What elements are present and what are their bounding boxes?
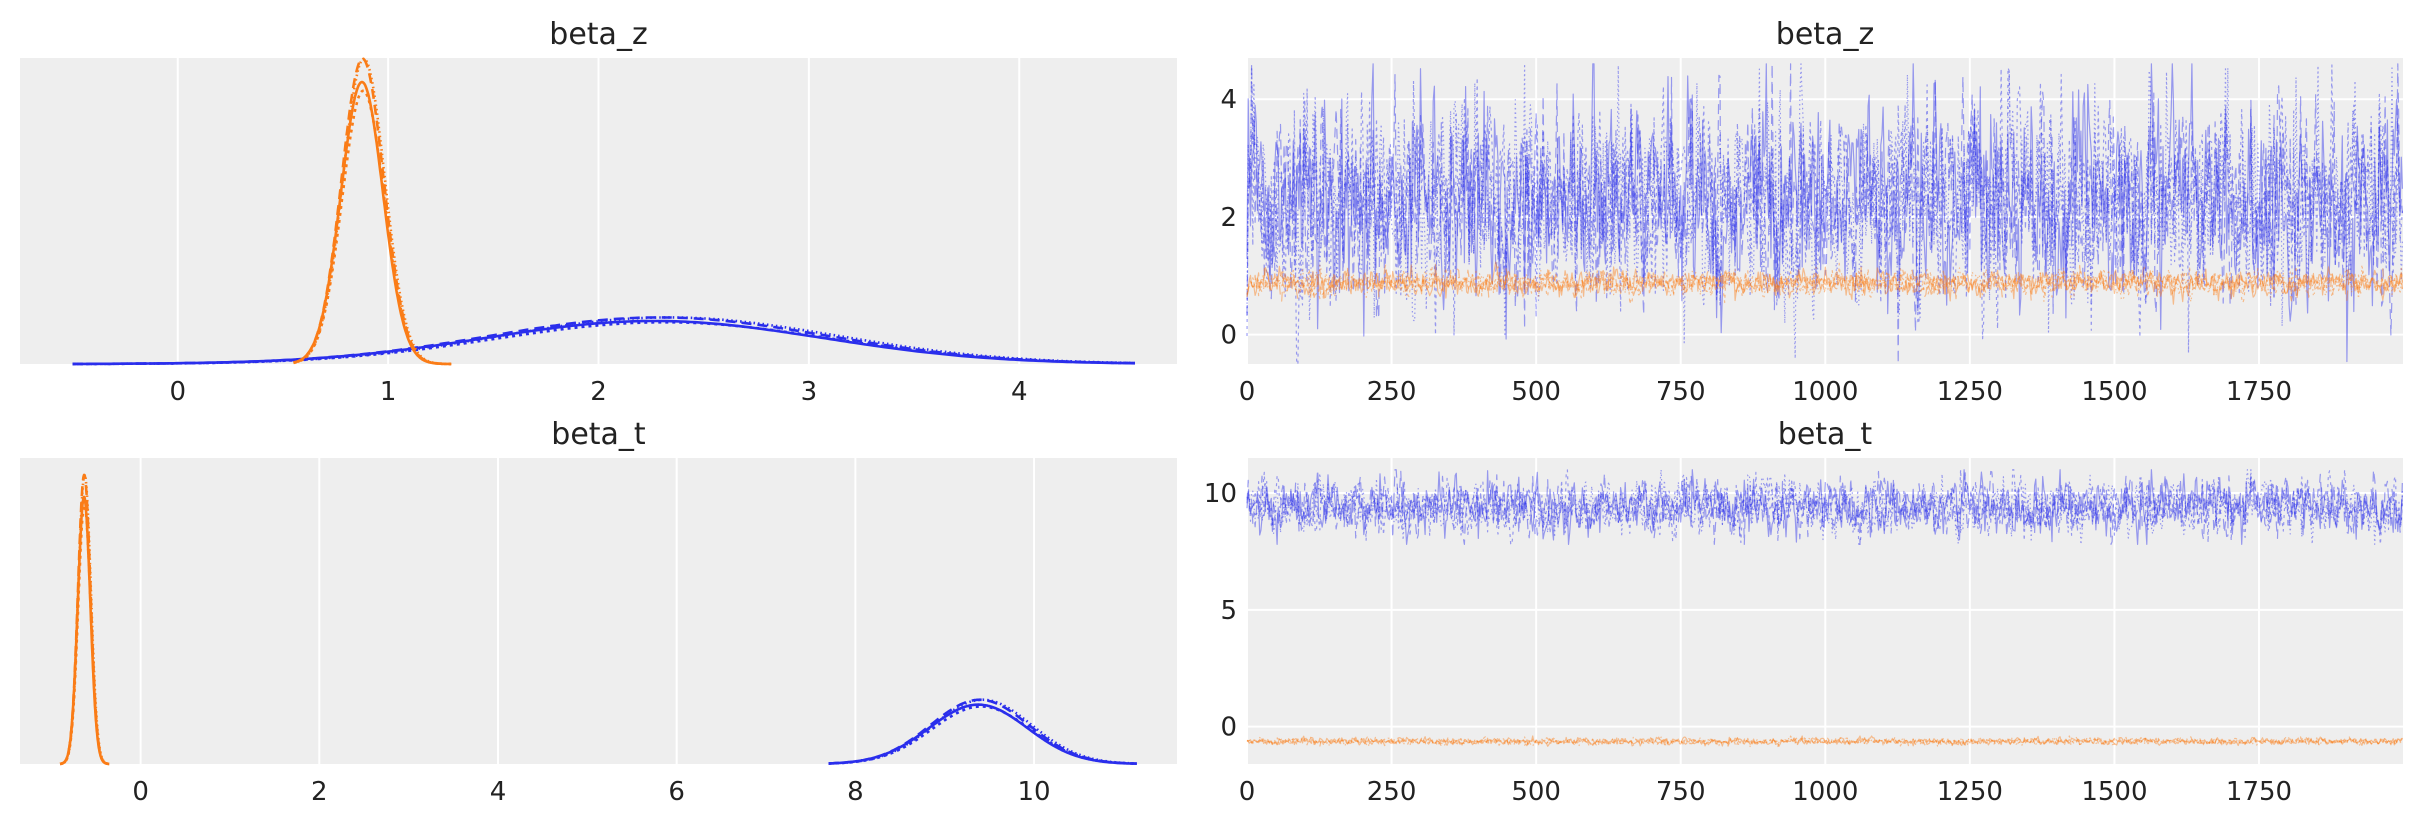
x-tick-label: 1750 xyxy=(2226,377,2292,407)
x-tick-label: 0 xyxy=(1239,377,1256,407)
density-line xyxy=(828,698,1137,765)
x-tick-label: 8 xyxy=(847,777,864,807)
x-tick-label: 500 xyxy=(1511,377,1561,407)
panel-title: beta_t xyxy=(1778,417,1873,452)
trace-line xyxy=(1246,261,2403,305)
x-tick-label: 250 xyxy=(1367,777,1417,807)
panel-title: beta_t xyxy=(551,417,646,452)
trace-line xyxy=(1246,469,2403,546)
density-panel-beta-z: 0 1 2 3 4 beta_z xyxy=(20,17,1177,407)
y-tick-label: 0 xyxy=(1220,321,1237,351)
trace-line xyxy=(1246,264,2403,303)
x-tick-label: 1000 xyxy=(1792,377,1858,407)
density-line xyxy=(59,473,111,766)
x-tick-label: 4 xyxy=(1011,377,1028,407)
x-tick-label: 0 xyxy=(1239,777,1256,807)
y-tick-label: 4 xyxy=(1220,85,1237,115)
trace-panel-beta-t: 0 250 500 750 1000 1250 1500 1750 0 5 10 beta_t xyxy=(1204,417,2403,807)
trace-line xyxy=(1246,63,2403,363)
x-tick-label: 0 xyxy=(132,777,149,807)
y-tick-label: 2 xyxy=(1220,203,1237,233)
x-tick-label: 1250 xyxy=(1937,377,2003,407)
x-tick-label: 2 xyxy=(311,777,328,807)
trace-line xyxy=(1246,63,2403,359)
x-tick-label: 1000 xyxy=(1792,777,1858,807)
x-tick-label: 1750 xyxy=(2226,777,2292,807)
trace-line xyxy=(1246,469,2403,546)
trace-panel-beta-z: 0 250 500 750 1000 1250 1500 1750 0 2 4 beta_z xyxy=(1220,17,2403,407)
x-tick-label: 1 xyxy=(380,377,397,407)
trace-line xyxy=(1246,63,2403,365)
trace-line xyxy=(1246,735,2403,748)
x-tick-label: 1500 xyxy=(2081,377,2147,407)
x-tick-label: 750 xyxy=(1656,377,1706,407)
trace-line xyxy=(1246,469,2403,546)
panel-title: beta_z xyxy=(549,17,647,52)
x-tick-label: 1500 xyxy=(2081,777,2147,807)
x-tick-label: 250 xyxy=(1367,377,1417,407)
plot-area xyxy=(20,458,1177,764)
density-line xyxy=(292,57,452,366)
x-tick-label: 500 xyxy=(1511,777,1561,807)
y-tick-label: 10 xyxy=(1204,479,1237,509)
x-tick-label: 1250 xyxy=(1937,777,2003,807)
density-line xyxy=(828,705,1137,765)
x-tick-label: 6 xyxy=(668,777,685,807)
trace-line xyxy=(1246,735,2403,748)
trace-line xyxy=(1246,262,2403,305)
density-line xyxy=(292,57,452,366)
trace-line xyxy=(1246,263,2403,302)
x-tick-label: 0 xyxy=(169,377,186,407)
x-tick-label: 3 xyxy=(801,377,818,407)
density-line xyxy=(72,320,1135,366)
x-tick-label: 2 xyxy=(590,377,607,407)
density-line xyxy=(828,698,1137,765)
y-tick-label: 5 xyxy=(1220,596,1237,626)
x-tick-label: 10 xyxy=(1018,777,1051,807)
density-panel-beta-t: 0 2 4 6 8 10 beta_t xyxy=(20,417,1177,807)
trace-line xyxy=(1246,64,2403,365)
trace-line xyxy=(1246,735,2403,747)
panel-title: beta_z xyxy=(1776,17,1874,52)
y-tick-label: 0 xyxy=(1220,713,1237,743)
x-tick-label: 750 xyxy=(1656,777,1706,807)
density-line xyxy=(292,89,452,366)
x-tick-label: 4 xyxy=(490,777,507,807)
